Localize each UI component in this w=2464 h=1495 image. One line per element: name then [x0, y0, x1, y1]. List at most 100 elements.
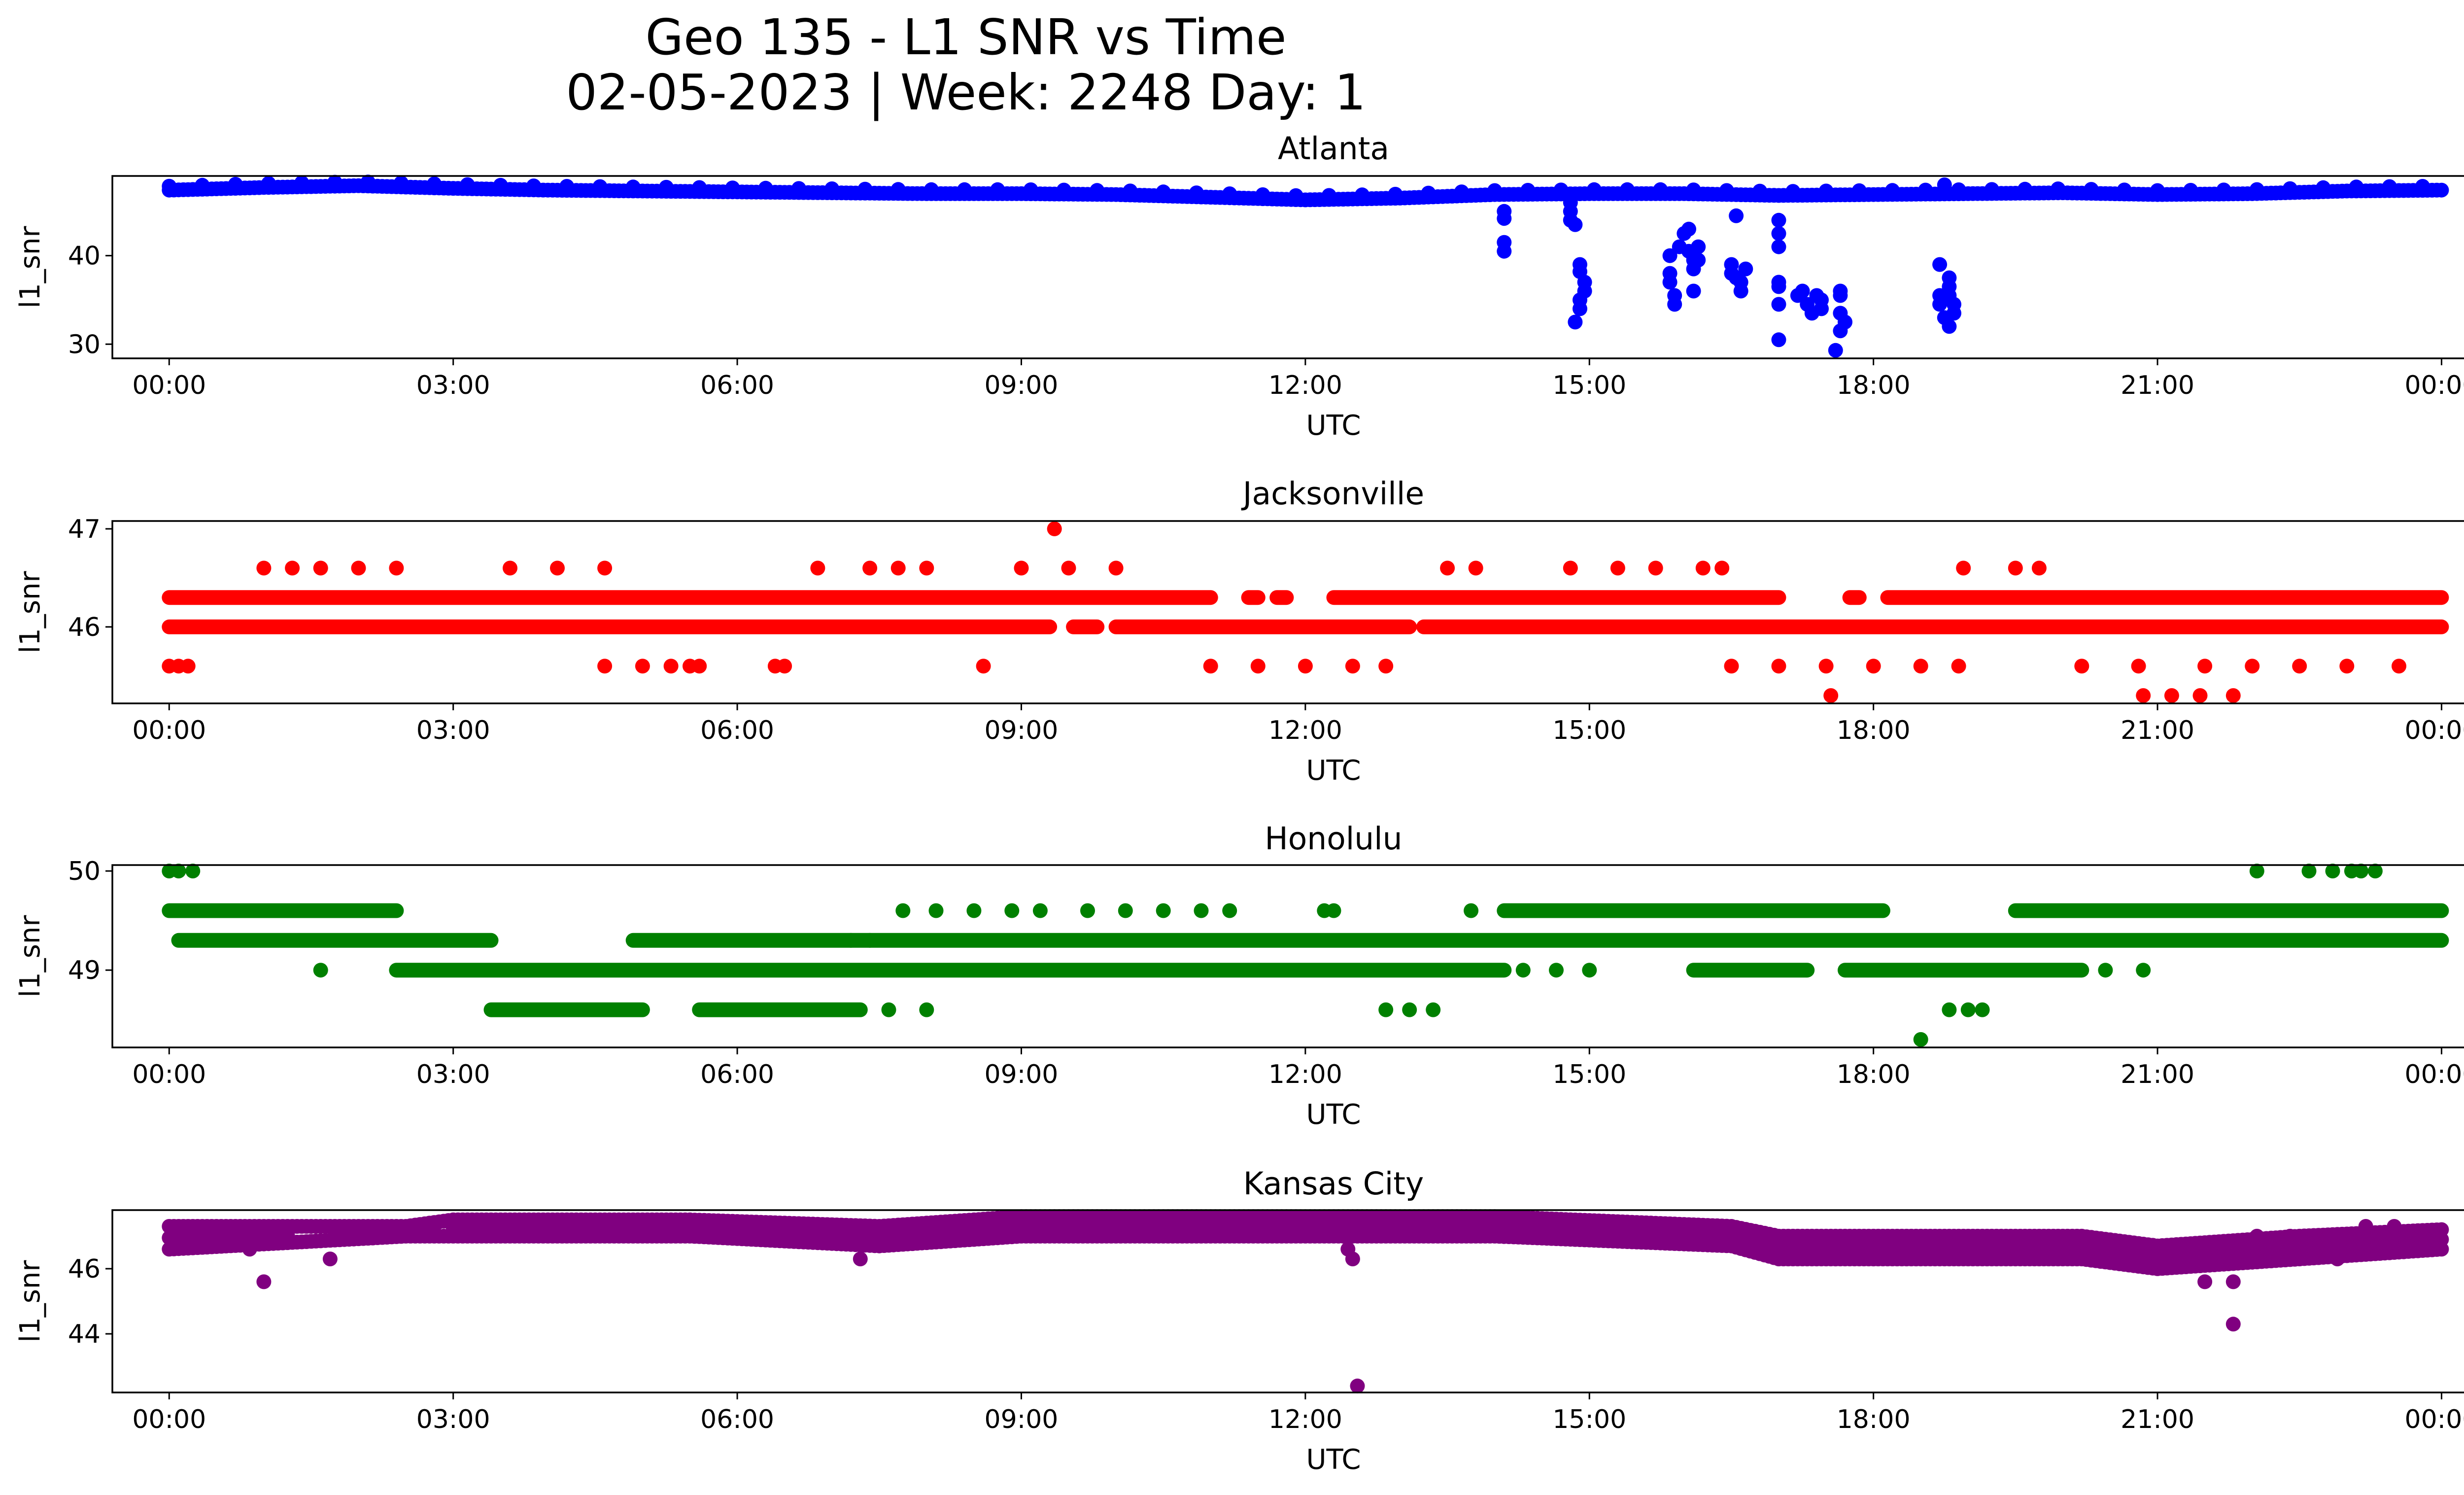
data-point [1378, 1002, 1394, 1017]
data-point [1828, 1252, 1843, 1267]
data-point [1573, 301, 1587, 316]
data-point [1833, 323, 1848, 339]
data-point [503, 560, 517, 576]
x-tick-label: 03:00 [416, 1060, 490, 1089]
y-axis-label: l1_snr [14, 915, 46, 998]
data-point [1771, 332, 1786, 348]
chart-title: Geo 135 - L1 SNR vs Time [646, 8, 1287, 66]
data-point [976, 659, 991, 674]
data-point [2339, 659, 2355, 674]
data-point [1866, 659, 1881, 674]
data-point [1345, 659, 1360, 674]
data-point [389, 560, 404, 576]
data-point [1515, 963, 1531, 978]
data-point [881, 1002, 896, 1017]
x-tick-label: 09:00 [985, 1060, 1059, 1089]
data-point [2301, 864, 2317, 879]
data-point [1610, 560, 1625, 576]
x-tick-label: 00:00 [2405, 716, 2464, 745]
data-point [1942, 1002, 1957, 1017]
x-tick-label: 15:00 [1552, 716, 1626, 745]
x-axis-label: UTC [1306, 1099, 1361, 1131]
data-point [1771, 279, 1786, 294]
x-tick-label: 18:00 [1837, 1060, 1911, 1089]
data-point [1563, 560, 1578, 576]
data-point [1298, 659, 1313, 674]
x-axis-label: UTC [1306, 410, 1361, 442]
x-tick-label: 21:00 [2121, 716, 2194, 745]
data-point [2008, 560, 2023, 576]
subplot-title: Honolulu [1265, 821, 1402, 857]
data-point [2325, 864, 2340, 879]
x-tick-label: 12:00 [1268, 371, 1342, 400]
data-point [1771, 297, 1786, 312]
data-point [1662, 275, 1677, 290]
data-point [890, 560, 906, 576]
data-point [2354, 864, 2369, 879]
data-point [2136, 688, 2151, 703]
data-point [1681, 221, 1696, 237]
data-point [550, 560, 565, 576]
x-tick-label: 03:00 [416, 1405, 490, 1434]
x-tick-label: 06:00 [700, 371, 774, 400]
data-point [2358, 1219, 2373, 1234]
data-point [2098, 963, 2113, 978]
data-point [1866, 1252, 1881, 1267]
data-point [171, 864, 186, 879]
data-point [1795, 283, 1810, 299]
y-axis-label: l1_snr [14, 226, 46, 309]
x-tick-label: 12:00 [1268, 1405, 1342, 1434]
x-tick-label: 18:00 [1837, 1405, 1911, 1434]
axes-frame [111, 1209, 2464, 1393]
data-point [285, 560, 300, 576]
data-point [1326, 903, 1341, 918]
y-axis: 46 47 [68, 515, 112, 642]
data-point [1250, 659, 1266, 674]
data-point [2249, 1228, 2264, 1244]
y-tick-label: 46 [68, 613, 101, 642]
data-point [2197, 659, 2213, 674]
x-axis: 00:00 03:00 06:00 09:00 12:00 15:00 18:00 21:00… [132, 1047, 2464, 1089]
data-point [919, 1002, 934, 1017]
data-point [1061, 560, 1076, 576]
data-point [1648, 560, 1663, 576]
data-point [1378, 659, 1394, 674]
x-tick-label: 00:00 [132, 371, 206, 400]
data-point [1913, 1032, 1928, 1047]
x-tick-label: 06:00 [700, 716, 774, 745]
data-point [185, 864, 201, 879]
subplot-honolulu: Honolulu 00:00 03:00 06:00 09:00 12:00 15:00 1… [14, 821, 2464, 1131]
y-axis: 44 46 [68, 1254, 112, 1349]
data-point [2387, 1219, 2402, 1234]
data-point [1080, 903, 1095, 918]
data-point [635, 659, 650, 674]
data-point [1828, 343, 1843, 358]
data-point [1662, 248, 1677, 263]
data-point [1667, 297, 1682, 312]
x-tick-label: 09:00 [985, 371, 1059, 400]
data-point [2434, 1222, 2449, 1237]
x-tick-label: 21:00 [2121, 1060, 2194, 1089]
axes-frame [111, 175, 2464, 359]
data-point [1937, 177, 1952, 192]
x-tick-label: 15:00 [1552, 1405, 1626, 1434]
data-points [162, 1209, 2449, 1393]
data-point [2225, 688, 2241, 703]
data-point [1691, 252, 1706, 268]
data-point [1108, 560, 1124, 576]
data-point [1118, 903, 1133, 918]
y-tick-label: 50 [68, 857, 101, 886]
data-point [1695, 560, 1711, 576]
x-tick-label: 18:00 [1837, 716, 1911, 745]
x-tick-label: 09:00 [985, 1405, 1059, 1434]
x-tick-label: 12:00 [1268, 716, 1342, 745]
x-axis: 00:00 03:00 06:00 09:00 12:00 15:00 18:00 21:00… [132, 358, 2464, 400]
data-point [2136, 963, 2151, 978]
y-axis: 30 40 [68, 242, 112, 359]
data-point [2367, 864, 2383, 879]
y-axis: 49 50 [68, 857, 112, 985]
data-point [1014, 560, 1029, 576]
data-point [1464, 903, 1479, 918]
data-point [1426, 1002, 1441, 1017]
